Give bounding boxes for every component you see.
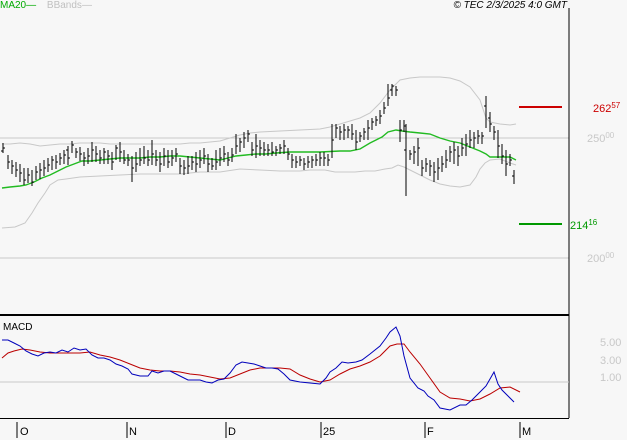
macd-signal-line — [1, 343, 521, 402]
copyright-text: © TEC 2/3/2025 4:0 GMT — [453, 0, 567, 11]
price-label-decimal: 00 — [605, 251, 615, 260]
macd-axis-label-3: 3.00 — [600, 355, 622, 367]
resistance-label-main: 262 — [593, 103, 612, 115]
x-label-mar: M — [522, 426, 532, 438]
x-label-dec: D — [228, 426, 236, 438]
ma20-line — [1, 129, 517, 189]
bbands-upper-line — [2, 76, 517, 147]
legend-bbands-label: BBands — [46, 0, 82, 11]
bbands-lower-line — [1, 158, 517, 229]
support-label: 21416 — [570, 218, 597, 232]
legend-ma20-label: MA20 — [0, 0, 27, 11]
macd-axis-label-1: 1.00 — [600, 372, 622, 384]
x-label-oct: O — [20, 426, 29, 438]
resistance-label-decimal: 57 — [611, 101, 621, 110]
support-label-decimal: 16 — [588, 218, 598, 227]
x-axis-ticks — [16, 422, 521, 438]
chart-legend: MA20— BBands— — [0, 0, 92, 11]
legend-bbands-swatch: — — [81, 0, 92, 11]
legend-ma20: MA20— — [0, 0, 36, 11]
macd-line — [2, 326, 515, 411]
price-label-200: 20000 — [587, 251, 614, 265]
resistance-label: 26257 — [593, 101, 620, 115]
price-label-main: 250 — [587, 133, 606, 145]
x-label-feb: F — [427, 426, 434, 438]
price-label-250: 25000 — [587, 131, 614, 145]
price-bars — [1, 84, 515, 196]
x-label-2025: 25 — [323, 426, 336, 438]
support-label-main: 214 — [570, 220, 589, 232]
legend-ma20-swatch: — — [26, 0, 37, 11]
price-label-main: 200 — [587, 253, 606, 265]
x-label-nov: N — [129, 426, 137, 438]
legend-bbands: BBands— — [47, 0, 92, 11]
price-label-decimal: 00 — [605, 131, 615, 140]
macd-axis-label-5: 5.00 — [600, 337, 622, 349]
macd-title: MACD — [3, 322, 33, 333]
